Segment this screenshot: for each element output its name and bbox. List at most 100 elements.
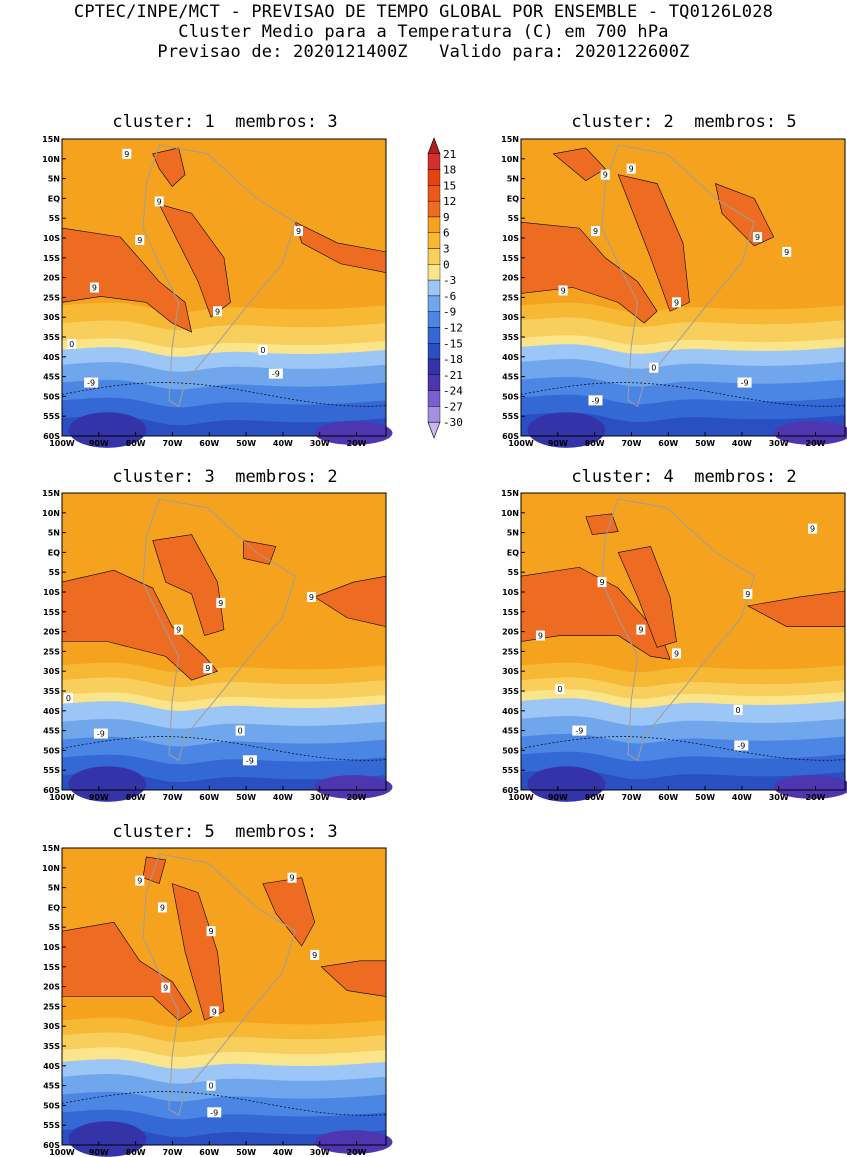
lat-label: 20S — [43, 274, 60, 283]
lat-label: 5N — [48, 175, 60, 184]
warm-region — [520, 221, 658, 324]
contour-label-bg — [213, 306, 223, 317]
lat-label: 35S — [502, 687, 519, 696]
contour-label-bg — [216, 597, 226, 608]
lon-label: 20W — [347, 1148, 367, 1157]
contour-label: 9 — [160, 903, 165, 912]
colorbar-segment — [427, 311, 441, 328]
lat-label: 30S — [502, 667, 519, 676]
lat-label: 15S — [502, 254, 519, 263]
contour-label: -9 — [210, 1108, 218, 1117]
contour-label-bg — [588, 395, 603, 406]
lon-label: 50W — [236, 439, 256, 448]
coastline — [601, 498, 755, 762]
contour-label: -9 — [592, 396, 600, 405]
colorbar-segment — [427, 327, 441, 344]
contour-label-bg — [782, 246, 792, 257]
lat-label: 30S — [43, 313, 60, 322]
lat-label: 5S — [508, 568, 520, 577]
lat-label: 15S — [43, 254, 60, 263]
lat-label: 10N — [42, 864, 60, 873]
cold-core — [527, 412, 606, 448]
contour-label-bg — [737, 377, 752, 388]
panel-title: cluster: 2 membros: 5 — [571, 112, 797, 132]
map-field: 9 9 9 9 9 9 9 0 -9 -9 — [520, 138, 847, 448]
contour-label: -9 — [741, 379, 749, 388]
warm-region — [617, 174, 690, 312]
lon-label: 60W — [658, 793, 678, 802]
colorbar-label: 6 — [443, 227, 450, 240]
colorbar-label: -12 — [443, 321, 463, 334]
colorbar-segment — [427, 169, 441, 186]
lat-label: 15S — [502, 608, 519, 617]
lon-label: 90W — [548, 793, 568, 802]
contour-label-bg — [591, 226, 601, 237]
contour-label: -9 — [97, 730, 105, 739]
contour-label: 9 — [538, 632, 543, 641]
warm-region — [552, 147, 606, 181]
contour-label: 0 — [260, 346, 265, 355]
contour-label-bg — [174, 624, 184, 635]
lon-label: 80W — [126, 793, 146, 802]
lon-label: 100W — [49, 793, 75, 802]
contour-label-bg — [206, 1080, 216, 1091]
warm-region — [152, 147, 186, 187]
contour-label: 9 — [92, 284, 97, 293]
colorbar-label: -21 — [443, 369, 463, 382]
contour-label-bg — [753, 232, 763, 243]
colorbar-label: -24 — [443, 385, 463, 398]
warm-region — [617, 546, 677, 648]
map-field: 9 9 9 9 0 0 -9 -9 — [61, 492, 393, 802]
lon-label: 90W — [89, 439, 109, 448]
lat-label: 55S — [502, 766, 519, 775]
lat-label: 35S — [43, 687, 60, 696]
contour-label-bg — [157, 902, 167, 913]
colorbar-label: 15 — [443, 179, 456, 192]
contour-label: 0 — [66, 694, 71, 703]
lat-label: 10N — [42, 155, 60, 164]
contour-label: 9 — [309, 593, 314, 602]
lat-label: 60S — [43, 1141, 60, 1150]
lat-label: 45S — [43, 1082, 60, 1091]
lon-label: 80W — [126, 439, 146, 448]
colorbar-segment — [427, 185, 441, 202]
contour-label: 0 — [736, 706, 741, 715]
contour-label: 9 — [137, 236, 142, 245]
colorbar-label: -18 — [443, 353, 463, 366]
panel-title: cluster: 5 membros: 3 — [112, 822, 338, 842]
contour-label-bg — [597, 577, 607, 588]
lat-label: EQ — [507, 548, 519, 557]
lon-label: 100W — [49, 439, 75, 448]
colorbar-segment — [427, 279, 441, 297]
contour-label: 9 — [603, 171, 608, 180]
lon-label: 60W — [658, 439, 678, 448]
contour-label-bg — [672, 297, 682, 308]
lon-label: 30W — [310, 439, 330, 448]
contour-label-bg — [242, 755, 257, 766]
contour-label: -9 — [575, 727, 583, 736]
cold-core — [314, 775, 393, 799]
contour-label: 9 — [218, 599, 223, 608]
lat-label: 5N — [507, 529, 519, 538]
contour-line-cold — [520, 382, 846, 407]
lon-label: 70W — [621, 439, 641, 448]
lat-label: 10S — [43, 943, 60, 952]
contour-label: -9 — [87, 379, 95, 388]
lon-label: 50W — [695, 439, 715, 448]
map-frame — [61, 492, 387, 791]
colorbar-label: 21 — [443, 148, 456, 161]
lat-label: 30S — [502, 313, 519, 322]
lat-label: 30S — [43, 667, 60, 676]
contour-label: 9 — [289, 874, 294, 883]
contour-label: 9 — [784, 248, 789, 257]
lat-label: 5N — [48, 884, 60, 893]
contour-label: 9 — [157, 197, 162, 206]
contour-label: 0 — [238, 727, 243, 736]
colorbar-label: -30 — [443, 416, 463, 429]
colorbar-segment — [427, 137, 441, 155]
cold-core — [773, 421, 847, 445]
